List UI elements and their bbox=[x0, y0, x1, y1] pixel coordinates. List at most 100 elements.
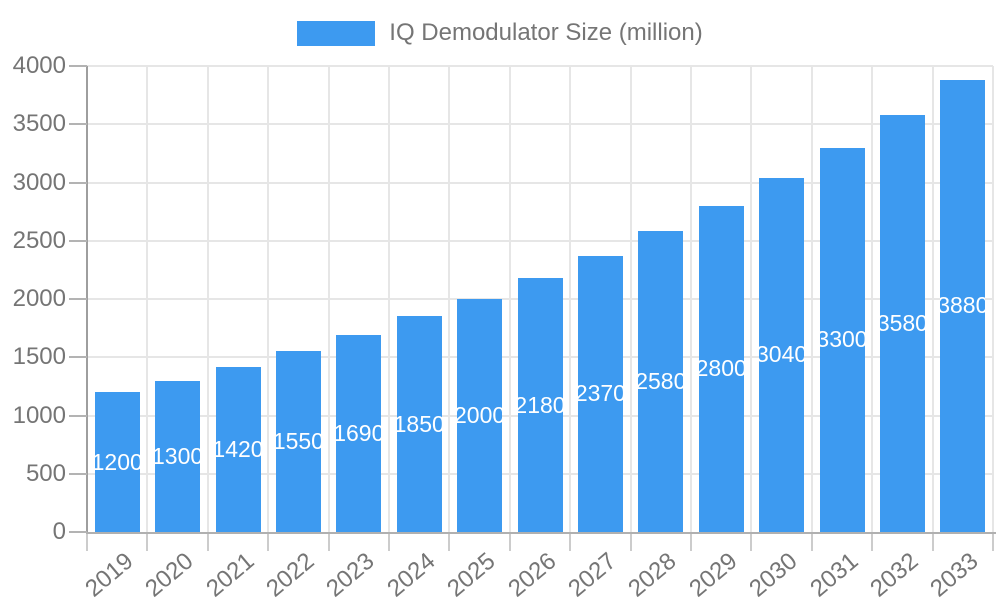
x-axis-tick-label: 2020 bbox=[140, 547, 199, 600]
y-axis-tick bbox=[69, 298, 87, 300]
bar: 3880 bbox=[940, 79, 986, 532]
v-gridline bbox=[931, 66, 934, 532]
v-gridline bbox=[267, 66, 270, 532]
v-gridline bbox=[569, 66, 572, 532]
x-axis-tick-label: 2028 bbox=[623, 547, 682, 600]
v-gridline bbox=[690, 66, 692, 532]
x-axis-tick-label: 2029 bbox=[684, 547, 743, 600]
bar-value-label: 1300 bbox=[155, 442, 201, 469]
v-gridline bbox=[871, 66, 874, 532]
x-axis-tick-label: 2032 bbox=[865, 547, 924, 600]
y-axis-line bbox=[86, 66, 88, 534]
bar-value-label: 2800 bbox=[698, 355, 744, 382]
legend-label: IQ Demodulator Size (million) bbox=[389, 19, 703, 46]
y-axis-tick bbox=[69, 123, 87, 126]
y-axis-tick-label: 3000 bbox=[12, 168, 66, 196]
bar: 2000 bbox=[457, 299, 503, 532]
y-axis-tick-label: 1000 bbox=[12, 401, 66, 429]
x-axis-tick-label: 2030 bbox=[744, 547, 803, 600]
x-axis-tick-label: 2022 bbox=[261, 547, 320, 600]
bar-value-label: 1690 bbox=[336, 420, 382, 447]
v-gridline bbox=[448, 66, 451, 532]
x-axis-tick-label: 2027 bbox=[563, 547, 622, 600]
y-axis-tick bbox=[69, 472, 87, 475]
x-axis-tick-label: 2019 bbox=[80, 547, 139, 600]
x-axis-tick-label: 2026 bbox=[502, 547, 562, 600]
v-gridline bbox=[146, 66, 149, 532]
bar-value-label: 2370 bbox=[577, 380, 623, 407]
bar: 2180 bbox=[517, 278, 563, 532]
x-axis-tick bbox=[629, 534, 632, 551]
v-gridline bbox=[508, 66, 511, 532]
y-axis-tick-label: 500 bbox=[25, 459, 66, 487]
v-gridline bbox=[206, 66, 209, 532]
bar-value-label: 1200 bbox=[94, 448, 140, 475]
v-gridline bbox=[629, 66, 632, 532]
v-gridline bbox=[810, 66, 813, 532]
x-axis-tick bbox=[448, 534, 451, 551]
bar-value-label: 2000 bbox=[457, 402, 503, 428]
bar: 1200 bbox=[94, 392, 140, 532]
bar: 1420 bbox=[215, 366, 261, 532]
bar-value-label: 3880 bbox=[940, 292, 986, 319]
x-axis-tick bbox=[508, 534, 511, 551]
y-axis-tick-label: 0 bbox=[52, 518, 66, 545]
x-axis-tick-label: 2025 bbox=[442, 547, 501, 600]
bar: 2370 bbox=[577, 255, 623, 532]
bar-value-label: 2580 bbox=[638, 368, 684, 395]
bar-value-label: 1550 bbox=[275, 428, 321, 455]
x-axis-tick bbox=[810, 534, 813, 551]
x-axis-tick bbox=[992, 534, 994, 551]
h-gridline bbox=[87, 181, 993, 184]
x-axis-tick bbox=[146, 534, 149, 551]
y-axis-tick bbox=[69, 356, 87, 359]
y-axis-tick bbox=[69, 181, 87, 184]
x-axis-tick-label: 2024 bbox=[382, 547, 441, 600]
bar: 2580 bbox=[638, 231, 684, 532]
x-axis-tick bbox=[690, 534, 692, 551]
x-axis-tick bbox=[86, 534, 88, 551]
h-gridline bbox=[87, 239, 993, 242]
y-axis-tick bbox=[69, 414, 87, 417]
x-axis-baseline bbox=[86, 532, 996, 534]
x-axis-tick bbox=[931, 534, 934, 551]
legend: IQ Demodulator Size (million) bbox=[0, 19, 1000, 47]
x-axis-tick-label: 2023 bbox=[321, 547, 380, 600]
x-axis-tick bbox=[569, 534, 572, 551]
bar-value-label: 3300 bbox=[819, 326, 865, 353]
bar: 1850 bbox=[396, 316, 442, 532]
y-axis-tick bbox=[69, 531, 87, 533]
y-axis-tick bbox=[69, 65, 87, 67]
x-axis-tick-label: 2021 bbox=[200, 547, 260, 600]
x-axis-tick bbox=[327, 534, 330, 551]
v-gridline bbox=[750, 66, 753, 532]
bar-value-label: 1420 bbox=[215, 435, 261, 462]
bar: 1690 bbox=[336, 335, 382, 532]
v-gridline bbox=[992, 66, 994, 532]
x-axis-tick-label: 2031 bbox=[804, 547, 864, 600]
bar: 3300 bbox=[819, 147, 865, 532]
x-axis-tick-label: 2033 bbox=[925, 547, 984, 600]
x-axis-tick bbox=[206, 534, 209, 551]
y-axis-tick-label: 4000 bbox=[12, 52, 66, 79]
bar: 3580 bbox=[879, 114, 925, 532]
h-gridline bbox=[87, 123, 993, 126]
bar: 1300 bbox=[155, 380, 201, 532]
bar-value-label: 2180 bbox=[517, 391, 563, 418]
y-axis-tick bbox=[69, 239, 87, 242]
y-axis-tick-label: 2000 bbox=[12, 285, 66, 312]
x-axis-tick bbox=[267, 534, 270, 551]
v-gridline bbox=[327, 66, 330, 532]
bar: 1550 bbox=[275, 351, 321, 532]
h-gridline bbox=[87, 65, 993, 67]
bar-value-label: 1850 bbox=[396, 410, 442, 437]
x-axis-tick bbox=[871, 534, 874, 551]
bar-value-label: 3040 bbox=[759, 341, 805, 368]
y-axis-tick-label: 1500 bbox=[12, 343, 66, 371]
bar-value-label: 3580 bbox=[879, 309, 925, 336]
x-axis-tick bbox=[388, 534, 390, 551]
bar: 2800 bbox=[698, 205, 744, 532]
x-axis-tick bbox=[750, 534, 753, 551]
